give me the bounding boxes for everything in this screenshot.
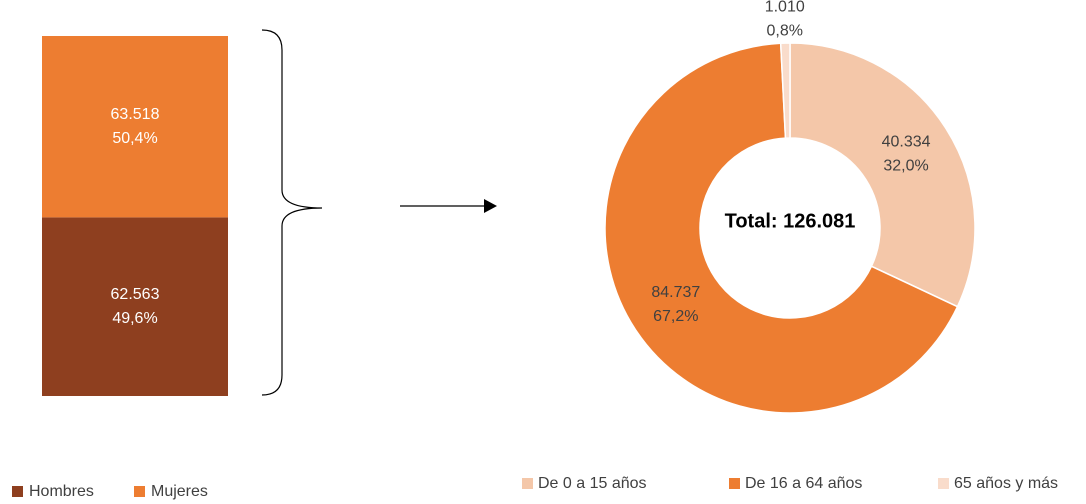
legend-label: Mujeres — [151, 483, 208, 500]
center-label: Total: 126.081 — [725, 210, 856, 232]
legend-label: De 16 a 64 años — [745, 475, 862, 492]
bar-segment — [42, 36, 228, 218]
legend-swatch — [729, 478, 740, 489]
arrow-head — [484, 199, 497, 213]
value-label: 63.518 — [111, 106, 160, 123]
share-label: 32,0% — [883, 158, 928, 175]
share-label: 49,6% — [112, 310, 157, 327]
share-label: 50,4% — [112, 130, 157, 147]
legend-swatch — [134, 486, 145, 497]
donut-slice — [789, 42, 976, 308]
legend-label: De 0 a 15 años — [538, 475, 647, 492]
share-label: 0,8% — [767, 22, 803, 39]
share-label: 67,2% — [653, 308, 698, 325]
legend-swatch — [522, 478, 533, 489]
value-label: 62.563 — [111, 286, 160, 303]
legend-label: 65 años y más — [954, 475, 1058, 492]
bar-segment — [42, 217, 228, 396]
donut-slice — [779, 42, 791, 139]
value-label: 1.010 — [765, 0, 805, 15]
legend-swatch — [12, 486, 23, 497]
legend-label: Hombres — [29, 483, 94, 500]
bracket — [261, 29, 323, 396]
value-label: 84.737 — [651, 284, 700, 301]
legend-swatch — [938, 478, 949, 489]
donut-slice — [604, 42, 959, 414]
value-label: 40.334 — [882, 134, 931, 151]
